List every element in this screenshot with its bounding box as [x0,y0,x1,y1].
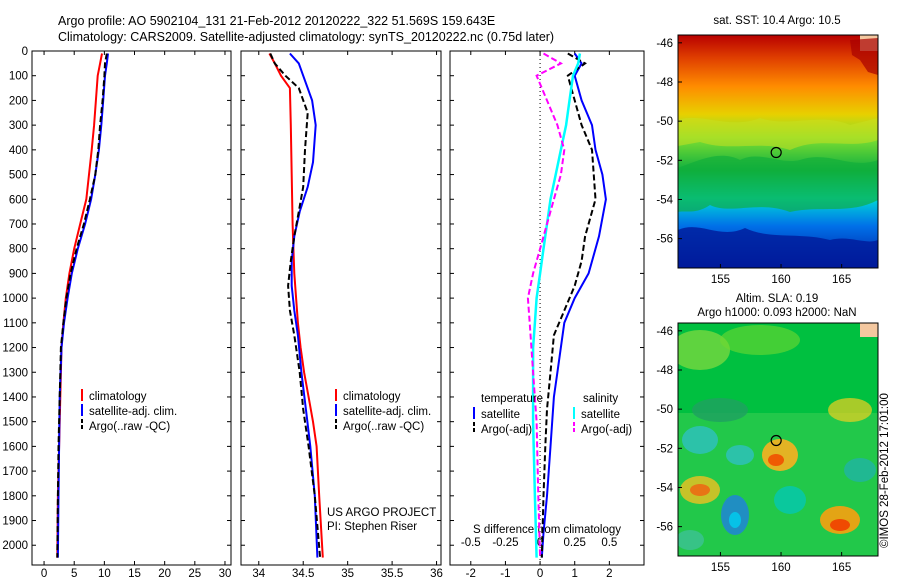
x-tick-label: 10 [98,568,111,580]
legend-label: satellite-adj. clim. [343,406,431,418]
argo-float-marker [770,434,782,447]
map-x-tick-label: 160 [771,562,790,574]
x-tick-label: 34.5 [292,568,314,580]
x2-tick-label: 0.25 [564,537,586,549]
y-tick-label: 700 [9,219,28,231]
series-line-climatology [268,53,324,558]
y-tick-label: 1800 [2,491,28,503]
x-tick-label: -1 [500,568,510,580]
x-tick-label: 36 [430,568,443,580]
map-x-tick-label: 155 [711,562,730,574]
x-tick-label: 20 [158,568,171,580]
x-tick-label: 30 [219,568,232,580]
map-y-tick-label: -52 [656,443,673,455]
map-frame-sst-map [677,34,879,269]
y-tick-label: 1200 [2,343,28,355]
x-tick-label: 34 [252,568,265,580]
legend-label: climatology [343,391,401,403]
y-tick-label: 1100 [3,318,28,330]
map-y-tick-label: -54 [656,482,673,494]
y-tick-label: 1900 [2,516,28,528]
legend-title-temperature: temperature [481,393,543,405]
y-tick-label: 800 [9,244,28,256]
plot-frame-salinity [240,50,442,566]
map-x-tick-label: 165 [832,562,851,574]
y-tick-label: 400 [9,145,28,157]
series-line-climatology [56,53,103,558]
x-tick-label: -2 [466,568,476,580]
y-tick-label: 100 [9,71,28,83]
x-tick-label: 1 [572,568,578,580]
y-tick-label: 300 [9,120,28,132]
x-tick-label: 2 [606,568,612,580]
legend-label: climatology [89,391,147,403]
y-tick-label: 900 [9,268,28,280]
x-tick-label: 0 [537,568,543,580]
series-line-temperature-satellite [540,52,607,558]
map-y-tick-label: -52 [656,155,673,167]
x2-tick-label: -0.5 [461,537,481,549]
legend-label: Argo(..raw -QC) [89,421,170,433]
legend-label: satellite-adj. clim. [89,406,177,418]
map-y-tick-label: -46 [656,326,673,338]
x-tick-label: 5 [71,568,77,580]
y-tick-label: 1400 [2,392,28,404]
series-line-argo-raw-qc- [269,53,322,558]
plot-title-line2: Climatology: CARS2009. Satellite-adjuste… [58,30,555,44]
x2-axis-label: S difference from climatology [473,524,621,536]
map-y-tick-label: -56 [656,234,673,246]
legend-label: Argo(-adj) [481,424,532,436]
map-frame-sla-map [677,322,879,557]
legend-label: satellite [581,409,620,421]
y-tick-label: 200 [9,95,28,107]
series-line-temperature-argo-adj- [540,52,597,558]
y-tick-label: 500 [9,170,28,182]
plot-title-line1: Argo profile: AO 5902104_131 21-Feb-2012… [58,14,496,28]
plot-frame-difference [449,50,645,566]
y-tick-label: 1000 [2,293,28,305]
sst-map-title: sat. SST: 10.4 Argo: 10.5 [713,15,840,27]
legend-label: Argo(..raw -QC) [343,421,424,433]
map-y-tick-label: -48 [656,365,673,377]
x2-tick-label: 0.5 [601,537,617,549]
project-annotation: US ARGO PROJECT [327,507,436,519]
imos-stamp: ©IMOS 28-Feb-2012 17:01:00 [879,393,891,548]
map-y-tick-label: -48 [656,77,673,89]
y-tick-label: 1300 [2,367,28,379]
y-tick-label: 1600 [2,441,28,453]
x2-tick-label: -0.25 [492,537,518,549]
map-x-tick-label: 155 [711,274,730,286]
map-y-tick-label: -50 [656,404,673,416]
legend-label: satellite [481,409,520,421]
y-tick-label: 2000 [2,540,28,552]
series-line-salinity-satellite [531,53,582,558]
series-line-argo-raw-qc- [56,53,108,558]
y-tick-label: 600 [9,194,28,206]
map-x-tick-label: 165 [832,274,851,286]
sla-map [678,323,878,556]
sla-map-subtitle: Argo h1000: 0.093 h2000: NaN [697,307,856,319]
plot-frame-temperature [31,50,232,566]
y-tick-label: 0 [22,46,28,58]
argo-float-marker [770,146,782,159]
map-y-tick-label: -50 [656,116,673,128]
map-y-tick-label: -46 [656,38,673,50]
legend-title-salinity: salinity [583,393,618,405]
project-annotation: PI: Stephen Riser [327,521,417,533]
sla-map-title: Altim. SLA: 0.19 [736,293,818,305]
y-tick-label: 1500 [2,417,28,429]
series-line-salinity-argo-adj- [526,52,566,558]
map-y-tick-label: -56 [656,522,673,534]
x-tick-label: 25 [188,568,201,580]
map-x-tick-label: 160 [771,274,790,286]
map-y-tick-label: -54 [656,194,673,206]
x-tick-label: 35.5 [381,568,403,580]
y-tick-label: 1700 [2,466,28,478]
sst-map [678,35,878,268]
x-tick-label: 15 [128,568,141,580]
x-tick-label: 35 [341,568,354,580]
x-tick-label: 0 [41,568,47,580]
legend-label: Argo(-adj) [581,424,632,436]
